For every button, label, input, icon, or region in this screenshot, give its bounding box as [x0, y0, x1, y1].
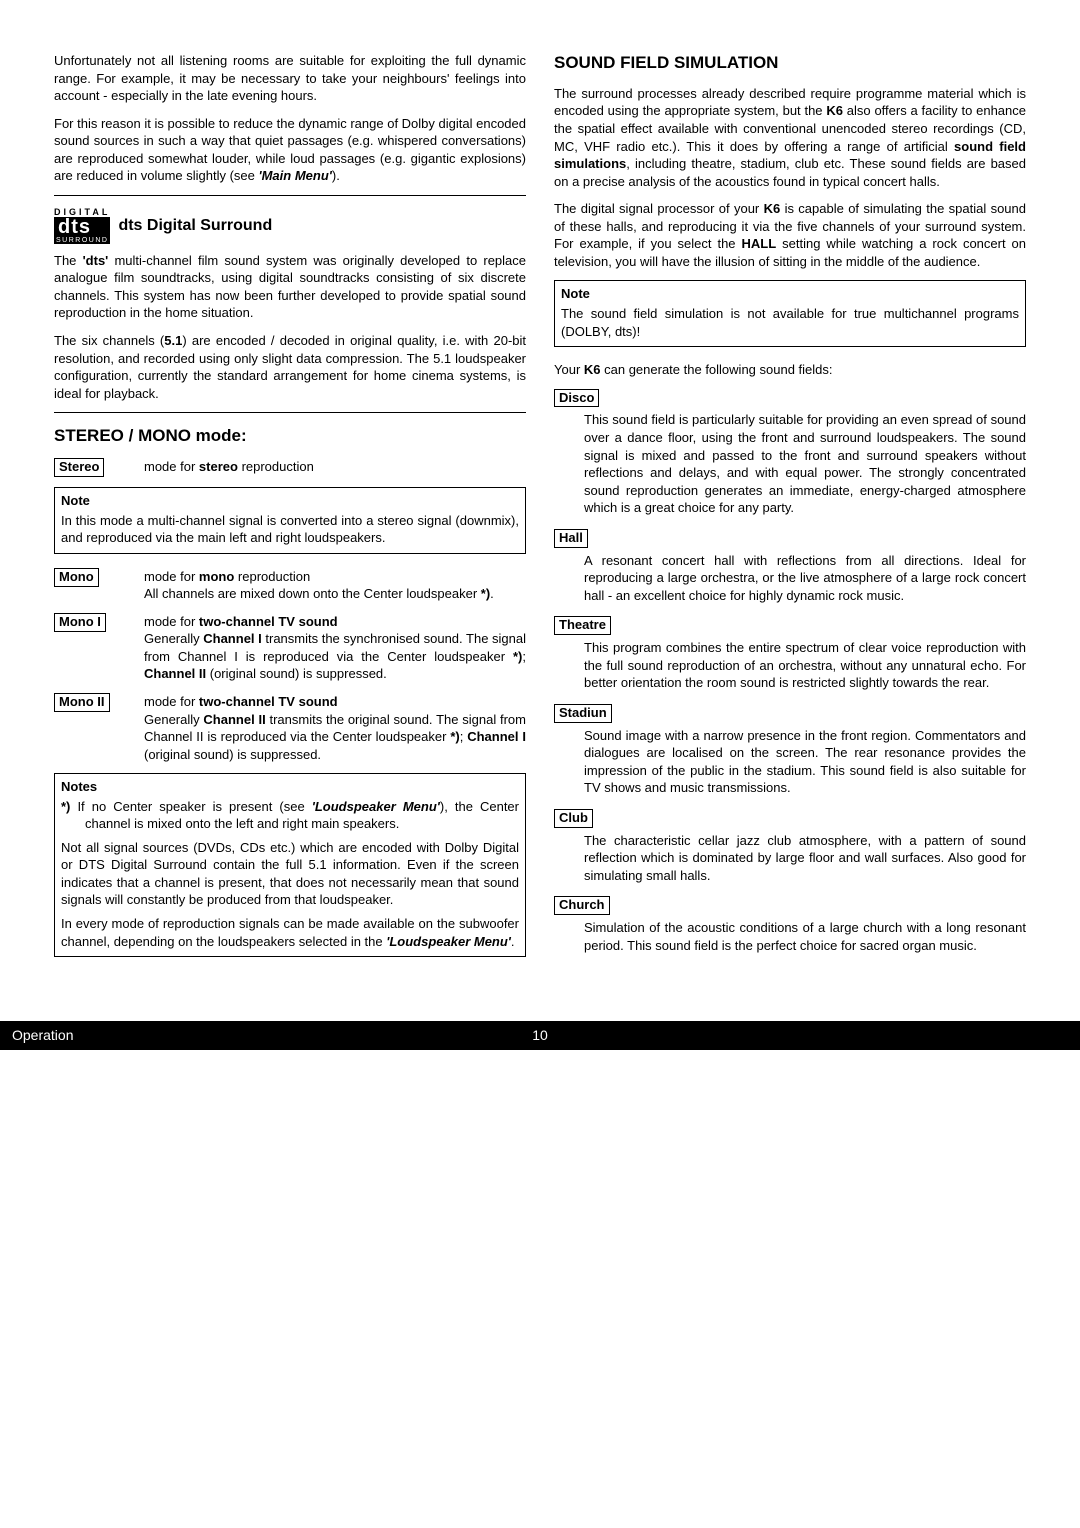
stadium-body: Sound image with a narrow presence in th… [554, 727, 1026, 797]
disco-body: This sound field is particularly suitabl… [554, 411, 1026, 516]
divider [54, 412, 526, 413]
notes-star: *) If no Center speaker is present (see … [61, 798, 519, 833]
notes-p3: In every mode of reproduction signals ca… [61, 915, 519, 950]
mono1-mode-row: Mono I mode for two-channel TV sound Gen… [54, 613, 526, 683]
mono2-mode-row: Mono II mode for two-channel TV sound Ge… [54, 693, 526, 763]
note-block-right: Note The sound field simulation is not a… [554, 280, 1026, 347]
stereo-label: Stereo [54, 458, 104, 477]
notes-block: Notes *) If no Center speaker is present… [54, 773, 526, 957]
mono-mode-row: Mono mode for mono reproduction All chan… [54, 568, 526, 603]
mono1-label: Mono I [54, 613, 106, 632]
mono2-label: Mono II [54, 693, 110, 712]
divider [54, 195, 526, 196]
club-label: Club [554, 809, 593, 828]
mono-label: Mono [54, 568, 99, 587]
intro-para-1: Unfortunately not all listening rooms ar… [54, 52, 526, 105]
theatre-label: Theatre [554, 616, 611, 635]
notes-p2: Not all signal sources (DVDs, CDs etc.) … [61, 839, 519, 909]
note-heading: Note [61, 492, 519, 510]
hall-label: Hall [554, 529, 588, 548]
stereo-desc: mode for stereo reproduction [144, 458, 526, 477]
sfs-p2: The digital signal processor of your K6 … [554, 200, 1026, 270]
intro-para-2: For this reason it is possible to reduce… [54, 115, 526, 185]
church-label: Church [554, 896, 610, 915]
note-heading: Note [561, 285, 1019, 303]
sfs-heading: SOUND FIELD SIMULATION [554, 52, 1026, 75]
dts-logo-icon: DIGITAL dts SURROUND [54, 208, 110, 244]
right-column: SOUND FIELD SIMULATION The surround proc… [554, 52, 1026, 971]
note-body: In this mode a multi-channel signal is c… [61, 512, 519, 547]
club-body: The characteristic cellar jazz club atmo… [554, 832, 1026, 885]
sfs-p1: The surround processes already described… [554, 85, 1026, 190]
hall-body: A resonant concert hall with reflections… [554, 552, 1026, 605]
footer-section: Operation [12, 1026, 73, 1045]
church-body: Simulation of the acoustic conditions of… [554, 919, 1026, 954]
theatre-body: This program combines the entire spectru… [554, 639, 1026, 692]
mono2-desc: mode for two-channel TV sound Generally … [144, 693, 526, 763]
dts-title: dts Digital Surround [118, 215, 272, 237]
page-footer: Operation 10 [0, 1021, 1080, 1050]
stadium-label: Stadiun [554, 704, 612, 723]
generate-line: Your K6 can generate the following sound… [554, 361, 1026, 379]
note-body: The sound field simulation is not availa… [561, 305, 1019, 340]
stereo-mode-row: Stereo mode for stereo reproduction [54, 458, 526, 477]
footer-page-number: 10 [532, 1026, 548, 1045]
mono1-desc: mode for two-channel TV sound Generally … [144, 613, 526, 683]
note-block-1: Note In this mode a multi-channel signal… [54, 487, 526, 554]
stereo-mono-heading: STEREO / MONO mode: [54, 425, 526, 448]
dts-para-2: The six channels (5.1) are encoded / dec… [54, 332, 526, 402]
dts-heading-row: DIGITAL dts SURROUND dts Digital Surroun… [54, 208, 526, 244]
disco-label: Disco [554, 389, 599, 408]
notes-heading: Notes [61, 778, 519, 796]
mono-desc: mode for mono reproduction All channels … [144, 568, 526, 603]
dts-para-1: The 'dts' multi-channel film sound syste… [54, 252, 526, 322]
left-column: Unfortunately not all listening rooms ar… [54, 52, 526, 971]
page-columns: Unfortunately not all listening rooms ar… [54, 52, 1026, 971]
